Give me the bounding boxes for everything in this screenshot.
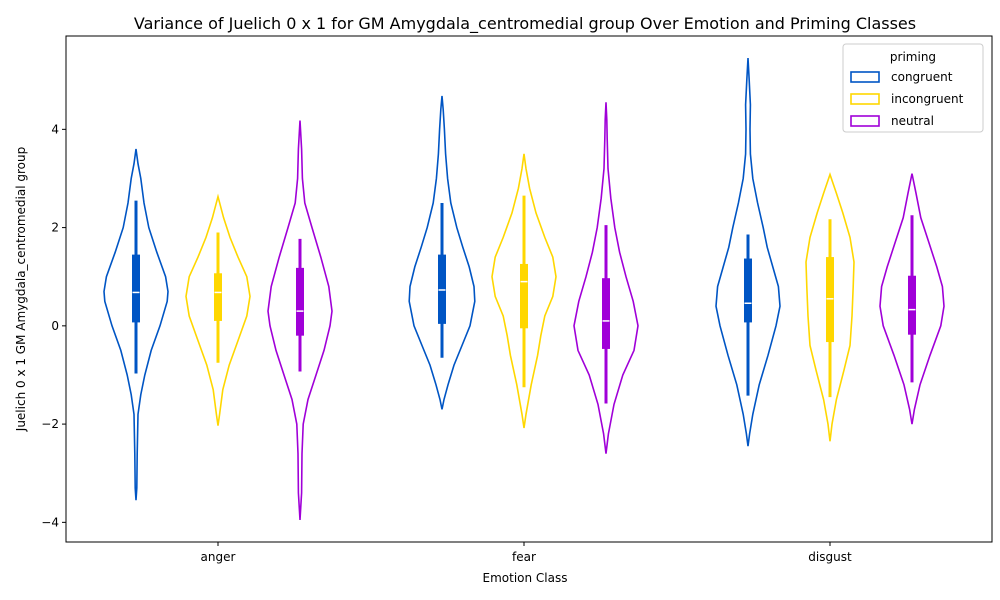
- violin-box: [296, 267, 304, 336]
- x-tick-label: anger: [201, 550, 236, 564]
- x-tick-label: disgust: [808, 550, 852, 564]
- legend-swatch: [850, 71, 880, 83]
- violin-body: [879, 173, 945, 425]
- y-tick-label: 2: [51, 221, 59, 235]
- violin-body: [185, 193, 251, 426]
- legend-entry-label: congruent: [891, 70, 953, 84]
- y-tick-label: 4: [51, 122, 59, 136]
- legend-entry-label: neutral: [891, 114, 934, 128]
- violin-body: [267, 120, 333, 520]
- violin-box: [214, 273, 222, 321]
- violin-body: [408, 95, 476, 410]
- y-tick-label: −4: [41, 515, 59, 529]
- violin-box: [132, 254, 140, 323]
- violin-body: [573, 102, 639, 454]
- y-tick-label: −2: [41, 417, 59, 431]
- y-axis-label: Juelich 0 x 1 GM Amygdala_centromedial g…: [14, 147, 28, 432]
- violin-body: [715, 58, 781, 447]
- legend-swatch: [850, 93, 880, 105]
- violin-box: [520, 263, 528, 329]
- legend-title: priming: [890, 50, 936, 64]
- violin-body: [805, 172, 855, 442]
- axes-frame: [65, 35, 993, 543]
- x-axis-label: Emotion Class: [483, 571, 568, 585]
- y-tick-label: 0: [51, 319, 59, 333]
- legend-swatch: [850, 115, 880, 127]
- chart-title: Variance of Juelich 0 x 1 for GM Amygdal…: [134, 14, 916, 34]
- violin-box: [744, 258, 752, 323]
- violin-body: [491, 153, 557, 429]
- violin-box: [602, 278, 610, 349]
- legend: priming congruent incongruent neutral: [842, 43, 984, 133]
- plot-area: −4 −2 0 2 4 anger fear disgust: [41, 35, 993, 564]
- violin-box: [908, 275, 916, 335]
- legend-entry-label: incongruent: [891, 92, 964, 106]
- x-tick-label: fear: [512, 550, 536, 564]
- violin-body: [103, 148, 169, 501]
- legend-box: [842, 43, 984, 133]
